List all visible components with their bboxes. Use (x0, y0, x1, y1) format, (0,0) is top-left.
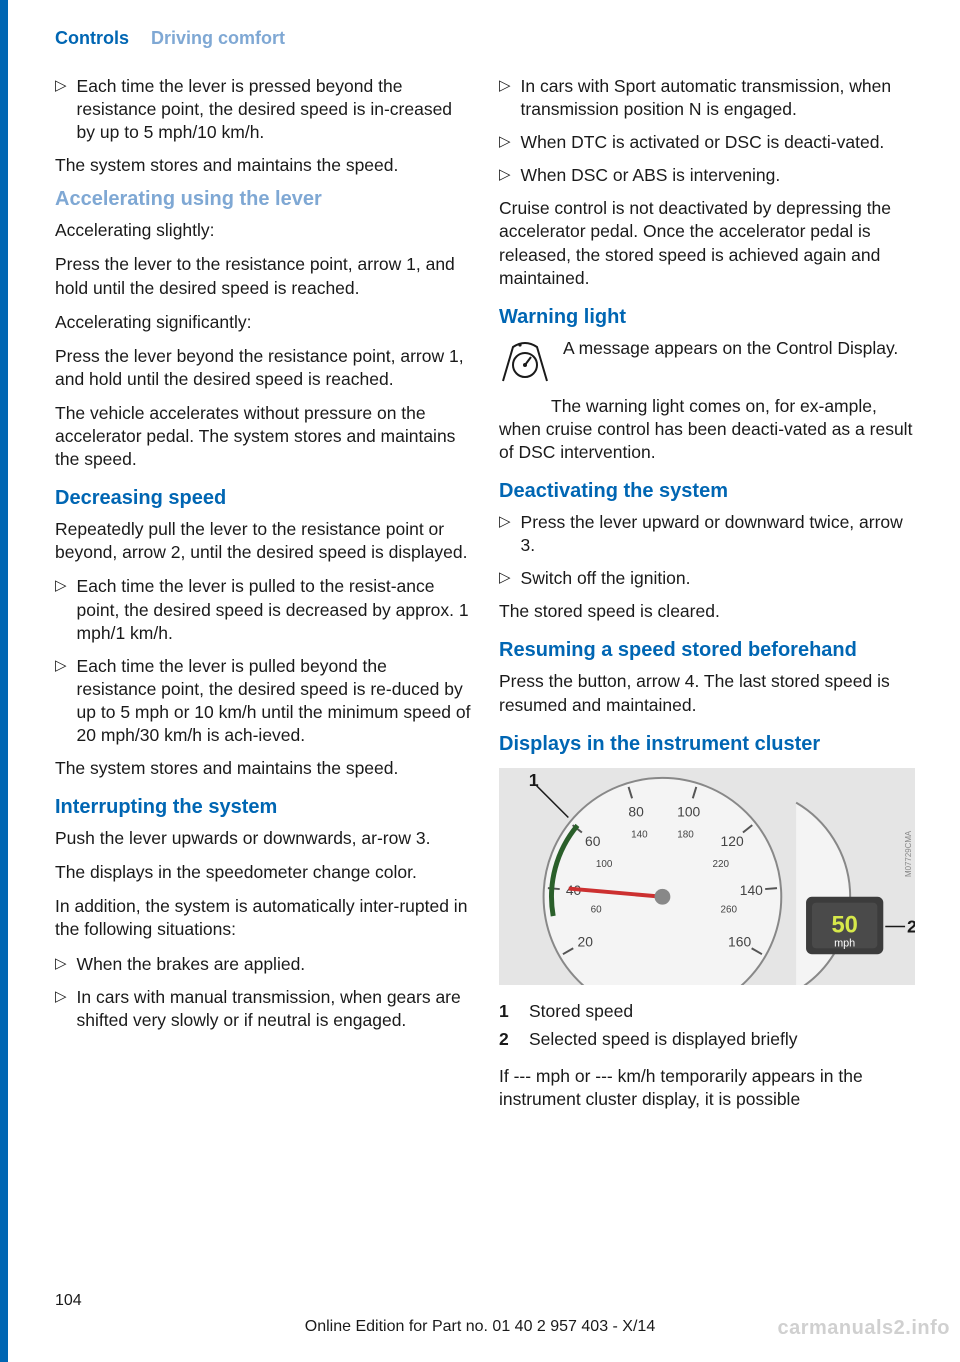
bullet-item: ▷ Each time the lever is pulled beyond t… (55, 655, 471, 747)
svg-text:20: 20 (578, 933, 594, 949)
bullet-item: ▷ Switch off the ignition. (499, 567, 915, 590)
body-text: Press the button, arrow 4. The last stor… (499, 670, 915, 716)
heading-resuming-speed: Resuming a speed stored beforehand (499, 639, 915, 662)
bullet-item: ▷ In cars with manual transmission, when… (55, 986, 471, 1032)
instrument-cluster-figure: 204060801001201401606010014018022026050m… (499, 768, 915, 986)
svg-text:1: 1 (529, 769, 539, 789)
bullet-item: ▷ Each time the lever is pressed beyond … (55, 75, 471, 144)
bullet-text: In cars with Sport automatic transmissio… (521, 75, 915, 121)
header-tab-driving-comfort: Driving comfort (151, 28, 285, 49)
bullet-marker-icon: ▷ (55, 575, 67, 644)
heading-displays-cluster: Displays in the instrument cluster (499, 733, 915, 756)
svg-text:mph: mph (834, 937, 855, 949)
svg-text:50: 50 (831, 911, 857, 938)
svg-text:260: 260 (720, 904, 737, 915)
bullet-text: When DSC or ABS is intervening. (521, 164, 915, 187)
bullet-marker-icon: ▷ (55, 655, 67, 747)
body-text: Press the lever beyond the resistance po… (55, 345, 471, 391)
body-text: The displays in the speedometer change c… (55, 861, 471, 884)
bullet-item: ▷ When DSC or ABS is intervening. (499, 164, 915, 187)
body-text: Accelerating slightly: (55, 219, 471, 242)
body-text: In addition, the system is automatically… (55, 895, 471, 941)
body-text: The vehicle accelerates without pressure… (55, 402, 471, 471)
warning-light-text: A message appears on the Control Display… (563, 337, 915, 360)
bullet-item: ▷ When DTC is activated or DSC is deacti… (499, 131, 915, 154)
bullet-marker-icon: ▷ (55, 986, 67, 1032)
legend-row: 1 Stored speed (499, 1000, 915, 1023)
heading-decreasing-speed: Decreasing speed (55, 487, 471, 510)
svg-text:100: 100 (596, 859, 613, 870)
bullet-text: Each time the lever is pulled beyond the… (77, 655, 471, 747)
content-columns: ▷ Each time the lever is pressed beyond … (55, 75, 915, 1122)
watermark-text: carmanuals2.info (777, 1317, 950, 1340)
body-text: The system stores and maintains the spee… (55, 757, 471, 780)
legend-num: 1 (499, 1000, 513, 1023)
header-tab-controls: Controls (55, 28, 129, 49)
bullet-item: ▷ Press the lever upward or downward twi… (499, 511, 915, 557)
heading-interrupting-system: Interrupting the system (55, 796, 471, 819)
body-text: The warning light comes on, for ex‐ample… (499, 395, 915, 464)
bullet-text: When DTC is activated or DSC is deacti‐v… (521, 131, 915, 154)
bullet-item: ▷ Each time the lever is pulled to the r… (55, 575, 471, 644)
bullet-text: When the brakes are applied. (77, 953, 471, 976)
page-number: 104 (55, 1292, 82, 1310)
bullet-item: ▷ In cars with Sport automatic transmiss… (499, 75, 915, 121)
bullet-marker-icon: ▷ (499, 164, 511, 187)
svg-text:60: 60 (585, 833, 601, 849)
svg-text:220: 220 (712, 859, 729, 870)
svg-text:140: 140 (631, 829, 648, 840)
svg-text:100: 100 (677, 803, 700, 819)
bullet-text: Each time the lever is pulled to the res… (77, 575, 471, 644)
bullet-marker-icon: ▷ (55, 953, 67, 976)
svg-text:60: 60 (591, 904, 603, 915)
bullet-marker-icon: ▷ (499, 511, 511, 557)
body-text: Accelerating significantly: (55, 311, 471, 334)
body-text: Repeatedly pull the lever to the resista… (55, 518, 471, 564)
svg-text:80: 80 (628, 803, 644, 819)
heading-warning-light: Warning light (499, 306, 915, 329)
bullet-text: Each time the lever is pressed beyond th… (77, 75, 471, 144)
bullet-text: Press the lever upward or downward twice… (521, 511, 915, 557)
speedometer-warning-icon (499, 337, 551, 385)
bullet-text: Switch off the ignition. (521, 567, 915, 590)
body-text: If --- mph or --- km/h temporarily appea… (499, 1065, 915, 1111)
header-tabs: Controls Driving comfort (55, 28, 285, 49)
bullet-marker-icon: ▷ (499, 131, 511, 154)
subheading-accelerating-lever: Accelerating using the lever (55, 188, 471, 211)
body-text: Push the lever upwards or downwards, ar‐… (55, 827, 471, 850)
left-accent-bar (0, 0, 8, 1362)
svg-text:M07729CMA: M07729CMA (904, 830, 913, 877)
svg-text:180: 180 (677, 829, 694, 840)
bullet-text: In cars with manual transmission, when g… (77, 986, 471, 1032)
legend-text: Selected speed is displayed briefly (529, 1028, 915, 1051)
svg-text:160: 160 (728, 933, 751, 949)
bullet-marker-icon: ▷ (499, 567, 511, 590)
body-text: Cruise control is not deactivated by dep… (499, 197, 915, 289)
bullet-marker-icon: ▷ (499, 75, 511, 121)
bullet-item: ▷ When the brakes are applied. (55, 953, 471, 976)
svg-text:140: 140 (740, 882, 763, 898)
body-text: Press the lever to the resistance point,… (55, 253, 471, 299)
body-text: The stored speed is cleared. (499, 600, 915, 623)
heading-deactivating-system: Deactivating the system (499, 480, 915, 503)
warning-light-row: A message appears on the Control Display… (499, 337, 915, 385)
bullet-marker-icon: ▷ (55, 75, 67, 144)
svg-text:2: 2 (907, 916, 915, 936)
legend-row: 2 Selected speed is displayed briefly (499, 1028, 915, 1051)
legend-num: 2 (499, 1028, 513, 1051)
legend-text: Stored speed (529, 1000, 915, 1023)
body-text: The system stores and maintains the spee… (55, 154, 471, 177)
svg-text:120: 120 (721, 833, 744, 849)
left-column: ▷ Each time the lever is pressed beyond … (55, 75, 471, 1122)
right-column: ▷ In cars with Sport automatic transmiss… (499, 75, 915, 1122)
